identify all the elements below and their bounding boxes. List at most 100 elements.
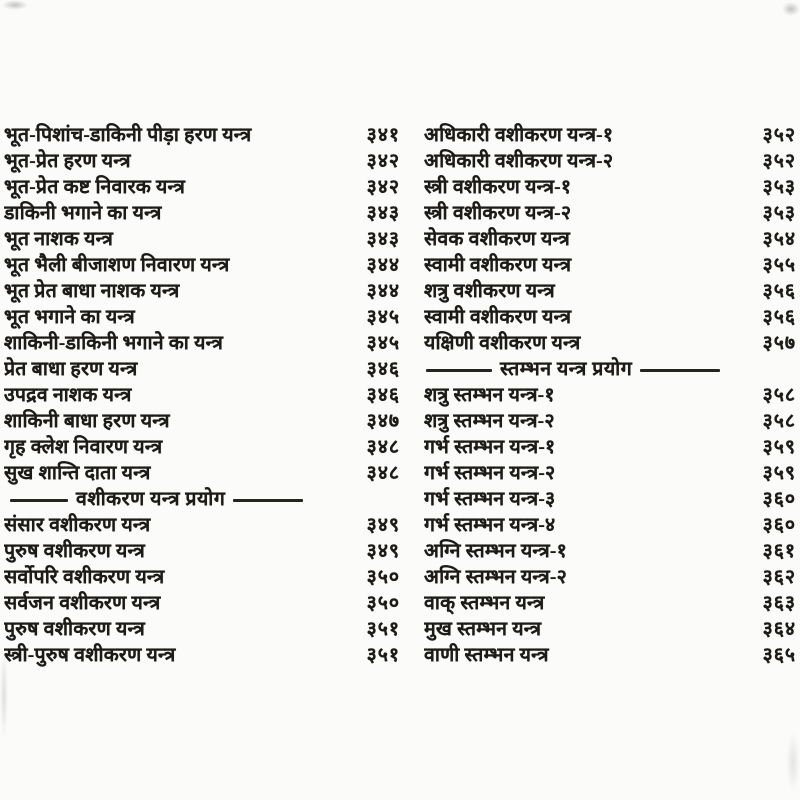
toc-entry-title: शत्रु स्तम्भन यन्त्र-१ <box>424 385 555 406</box>
toc-entry-page-number: ३६१ <box>762 541 796 562</box>
toc-entry: गर्भ स्तम्भन यन्त्र-१ ३५९ <box>424 435 796 461</box>
toc-entry-page-number: ३४३ <box>366 229 400 250</box>
toc-column-left: भूत-पिशांच-डाकिनी पीड़ा हरण यन्त्र ३४१ भ… <box>4 123 400 669</box>
toc-entry-title: सर्वोपरि वशीकरण यन्त्र <box>4 567 165 588</box>
toc-entry: भूत नाशक यन्त्र ३४३ <box>4 227 400 253</box>
toc-entry-page-number: ३५३ <box>762 203 796 224</box>
toc-entry-page-number: ३५४ <box>762 229 796 250</box>
toc-entry-title: शाकिनी बाधा हरण यन्त्र <box>4 411 170 432</box>
toc-section-header: स्तम्भन यन्त्र प्रयोग <box>426 357 744 383</box>
toc-entry-title: गर्भ स्तम्भन यन्त्र-२ <box>424 463 556 484</box>
toc-entry: वाणी स्तम्भन यन्त्र ३६५ <box>424 643 796 669</box>
toc-entry-title: गर्भ स्तम्भन यन्त्र-१ <box>424 437 556 458</box>
toc-entry: भूत प्रेत बाधा नाशक यन्त्र ३४४ <box>4 279 400 305</box>
toc-entry: स्वामी वशीकरण यन्त्र ३५५ <box>424 253 796 279</box>
toc-entry-title: भूत भगाने का यन्त्र <box>4 307 135 328</box>
toc-entry-page-number: ३६३ <box>762 593 796 614</box>
toc-entry: स्त्री-पुरुष वशीकरण यन्त्र ३५१ <box>4 643 400 669</box>
toc-entry-title: भूत-प्रेत हरण यन्त्र <box>4 151 131 172</box>
toc-entry-page-number: ३५१ <box>366 645 400 666</box>
toc-entry-title: गृह क्लेश निवारण यन्त्र <box>4 437 163 458</box>
toc-entry-page-number: ३५२ <box>762 125 796 146</box>
toc-entry: पुरुष वशीकरण यन्त्र ३५१ <box>4 617 400 643</box>
toc-entry-page-number: ३५२ <box>762 151 796 172</box>
toc-entry-title: स्त्री-पुरुष वशीकरण यन्त्र <box>4 645 176 666</box>
toc-entry-title: सुख शान्ति दाता यन्त्र <box>4 463 151 484</box>
toc-entry-title: स्वामी वशीकरण यन्त्र <box>424 307 572 328</box>
toc-entry-title: पुरुष वशीकरण यन्त्र <box>4 541 145 562</box>
toc-entry: शत्रु स्तम्भन यन्त्र-२ ३५८ <box>424 409 796 435</box>
toc-entry-page-number: ३४७ <box>366 411 400 432</box>
toc-entry-page-number: ३५६ <box>762 281 796 302</box>
toc-entry-title: अग्नि स्तम्भन यन्त्र-१ <box>424 541 567 562</box>
toc-entry-page-number: ३४८ <box>366 437 400 458</box>
toc-entry-page-number: ३५५ <box>762 255 796 276</box>
toc-entry-title: भूत भैली बीजाशण निवारण यन्त्र <box>4 255 230 276</box>
scan-smudge <box>2 0 28 10</box>
section-dash-left-icon <box>10 498 68 502</box>
toc-entry-page-number: ३४९ <box>366 515 400 536</box>
toc-entry-title: सर्वजन वशीकरण यन्त्र <box>4 593 161 614</box>
toc-entry-title: भूत प्रेत बाधा नाशक यन्त्र <box>4 281 180 302</box>
toc-entry: गृह क्लेश निवारण यन्त्र ३४८ <box>4 435 400 461</box>
toc-entry: गर्भ स्तम्भन यन्त्र-२ ३५९ <box>424 461 796 487</box>
toc-entry-title: मुख स्तम्भन यन्त्र <box>424 619 542 640</box>
scan-smudge <box>786 732 800 792</box>
toc-entry-page-number: ३५७ <box>762 333 796 354</box>
toc-entry-title: सेवक वशीकरण यन्त्र <box>424 229 570 250</box>
toc-entry-title: उपद्रव नाशक यन्त्र <box>4 385 132 406</box>
toc-entry-title: शाकिनी-डाकिनी भगाने का यन्त्र <box>4 333 224 354</box>
toc-body: भूत-पिशांच-डाकिनी पीड़ा हरण यन्त्र ३४१ भ… <box>4 123 796 669</box>
toc-entry: गर्भ स्तम्भन यन्त्र-३ ३६० <box>424 487 796 513</box>
toc-entry-page-number: ३४९ <box>366 541 400 562</box>
toc-entry-page-number: ३४२ <box>366 151 400 172</box>
toc-entry: सेवक वशीकरण यन्त्र ३५४ <box>424 227 796 253</box>
toc-entry-page-number: ३५९ <box>762 463 796 484</box>
toc-entry-page-number: ३६० <box>762 515 796 536</box>
toc-section-header: वशीकरण यन्त्र प्रयोग <box>10 487 312 513</box>
toc-entry-page-number: ३४६ <box>366 359 400 380</box>
toc-entry: अधिकारी वशीकरण यन्त्र-१ ३५२ <box>424 123 796 149</box>
toc-entry: गर्भ स्तम्भन यन्त्र-४ ३६० <box>424 513 796 539</box>
toc-entry-page-number: ३५९ <box>762 437 796 458</box>
toc-entry: स्त्री वशीकरण यन्त्र-१ ३५३ <box>424 175 796 201</box>
toc-entry: अग्नि स्तम्भन यन्त्र-१ ३६१ <box>424 539 796 565</box>
toc-entry: शाकिनी-डाकिनी भगाने का यन्त्र ३४५ <box>4 331 400 357</box>
toc-entry: सर्वजन वशीकरण यन्त्र ३५० <box>4 591 400 617</box>
toc-entry-title: डाकिनी भगाने का यन्त्र <box>4 203 162 224</box>
toc-entry-title: भूत नाशक यन्त्र <box>4 229 114 250</box>
toc-column-right: अधिकारी वशीकरण यन्त्र-१ ३५२ अधिकारी वशीक… <box>424 123 796 669</box>
toc-entry: संसार वशीकरण यन्त्र ३४९ <box>4 513 400 539</box>
toc-entry: सर्वोपरि वशीकरण यन्त्र ३५० <box>4 565 400 591</box>
toc-entry-title: स्त्री वशीकरण यन्त्र-१ <box>424 177 572 198</box>
toc-entry-title: यक्षिणी वशीकरण यन्त्र <box>424 333 581 354</box>
toc-entry: भूत-प्रेत हरण यन्त्र ३४२ <box>4 149 400 175</box>
toc-entry: शत्रु स्तम्भन यन्त्र-१ ३५८ <box>424 383 796 409</box>
toc-entry-page-number: ३६० <box>762 489 796 510</box>
toc-entry-page-number: ३४४ <box>366 281 400 302</box>
toc-entry-page-number: ३६४ <box>762 619 796 640</box>
toc-entry-title: भूत-प्रेत कष्ट निवारक यन्त्र <box>4 177 186 198</box>
toc-entry-page-number: ३४१ <box>366 125 400 146</box>
toc-entry: स्वामी वशीकरण यन्त्र ३५६ <box>424 305 796 331</box>
toc-entry-title: अधिकारी वशीकरण यन्त्र-१ <box>424 125 614 146</box>
toc-entry-title: संसार वशीकरण यन्त्र <box>4 515 151 536</box>
section-dash-right-icon <box>640 368 721 372</box>
toc-entry: अग्नि स्तम्भन यन्त्र-२ ३६२ <box>424 565 796 591</box>
toc-entry-page-number: ३६५ <box>762 645 796 666</box>
toc-entry: अधिकारी वशीकरण यन्त्र-२ ३५२ <box>424 149 796 175</box>
toc-section-title: स्तम्भन यन्त्र प्रयोग <box>500 359 633 380</box>
toc-entry-page-number: ३४५ <box>366 333 400 354</box>
toc-entry-page-number: ३४६ <box>366 385 400 406</box>
toc-entry: सुख शान्ति दाता यन्त्र ३४८ <box>4 461 400 487</box>
toc-entry-title: अग्नि स्तम्भन यन्त्र-२ <box>424 567 567 588</box>
toc-entry-page-number: ३४३ <box>366 203 400 224</box>
scan-smudge <box>782 2 800 16</box>
toc-entry: मुख स्तम्भन यन्त्र ३६४ <box>424 617 796 643</box>
toc-entry: यक्षिणी वशीकरण यन्त्र ३५७ <box>424 331 796 357</box>
toc-entry-title: अधिकारी वशीकरण यन्त्र-२ <box>424 151 614 172</box>
toc-entry: भूत-पिशांच-डाकिनी पीड़ा हरण यन्त्र ३४१ <box>4 123 400 149</box>
toc-entry-page-number: ३५१ <box>366 619 400 640</box>
toc-entry-page-number: ३४४ <box>366 255 400 276</box>
